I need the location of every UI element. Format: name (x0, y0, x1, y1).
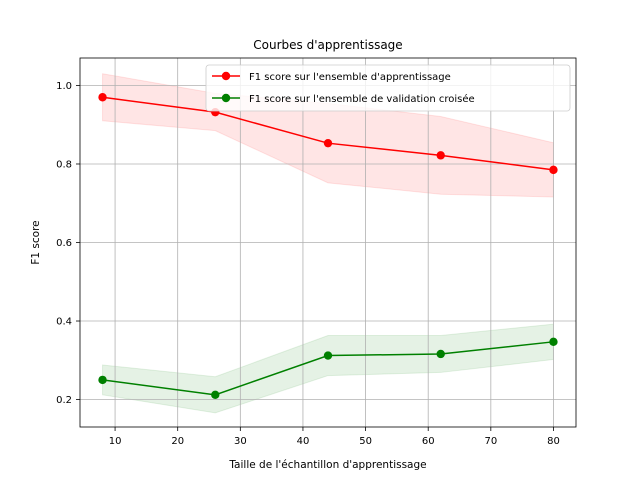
y-tick-label: 0.6 (56, 238, 72, 249)
legend-marker-1 (221, 71, 231, 81)
chart-title: Courbes d'apprentissage (253, 38, 402, 52)
confidence-bands (102, 73, 554, 414)
data-point (323, 351, 333, 360)
data-point (98, 375, 107, 385)
data-point (211, 390, 220, 400)
y-tick-label: 0.4 (56, 317, 72, 328)
x-tick-label: 50 (359, 436, 372, 447)
data-point (436, 151, 445, 160)
x-tick-label: 40 (297, 436, 310, 447)
y-axis-label: F1 score (30, 220, 42, 264)
y-tick-label: 0.8 (56, 159, 72, 170)
x-tick-label: 60 (422, 436, 435, 447)
x-tick-label: 20 (171, 436, 184, 447)
x-axis-label: Taille de l'échantillon d'apprentissage (228, 459, 426, 471)
x-tick-label: 80 (547, 436, 560, 447)
legend-label-1: F1 score sur l'ensemble d'apprentissage (249, 72, 451, 83)
legend-label-2: F1 score sur l'ensemble de validation cr… (249, 93, 475, 105)
x-tick-label: 10 (109, 436, 122, 447)
data-point (549, 165, 558, 175)
legend-box (205, 64, 571, 112)
data-point (323, 138, 333, 148)
series-markers (98, 93, 558, 400)
legend: F1 score sur l'ensemble d'apprentissage F… (205, 64, 571, 112)
y-tick-label: 1.0 (56, 81, 72, 92)
data-point (436, 349, 445, 359)
x-tick-label: 70 (484, 436, 497, 447)
data-point (549, 337, 558, 347)
data-point (98, 93, 107, 102)
axis-ticks: 10 20 30 40 50 60 70 80 0.2 0.4 0.6 0.8 1.0 (56, 81, 560, 447)
y-tick-label: 0.2 (56, 395, 72, 406)
legend-marker-2 (221, 93, 231, 103)
x-tick-label: 30 (234, 436, 247, 447)
